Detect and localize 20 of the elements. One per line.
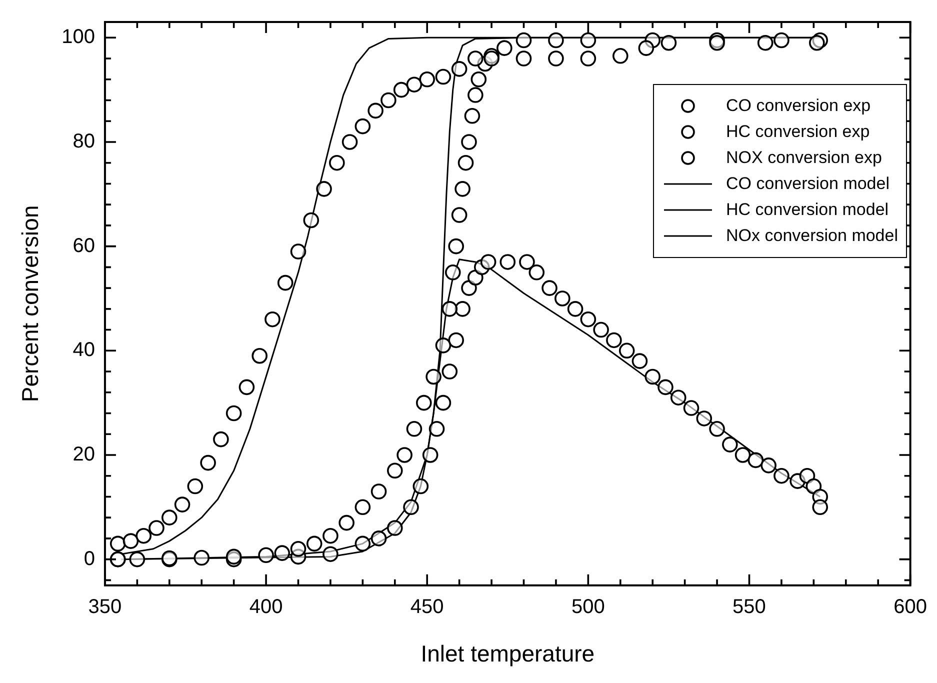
y-tick-label: 40 (72, 339, 95, 362)
y-tick-label: 80 (72, 130, 95, 152)
x-tick-label: 550 (732, 596, 766, 618)
x-tick-label: 400 (249, 596, 283, 618)
legend-label: HC conversion exp (726, 121, 870, 143)
legend-label: NOx conversion model (726, 225, 898, 247)
y-tick-label: 0 (84, 548, 95, 570)
x-tick-label: 600 (894, 596, 928, 618)
y-tick-label: 100 (62, 26, 95, 48)
legend-label: CO conversion model (726, 173, 890, 195)
x-tick-label: 350 (88, 596, 122, 618)
y-tick-label: 60 (72, 234, 95, 257)
x-tick-label: 500 (571, 596, 605, 618)
legend-label: HC conversion model (726, 199, 889, 221)
y-tick-label: 20 (72, 444, 95, 466)
x-tick-label: 450 (410, 596, 444, 618)
legend-label: CO conversion exp (726, 95, 871, 117)
y-axis-title: Percent conversion (17, 205, 44, 402)
legend-label: NOX conversion exp (726, 147, 882, 169)
x-axis-title: Inlet temperature (420, 640, 595, 667)
